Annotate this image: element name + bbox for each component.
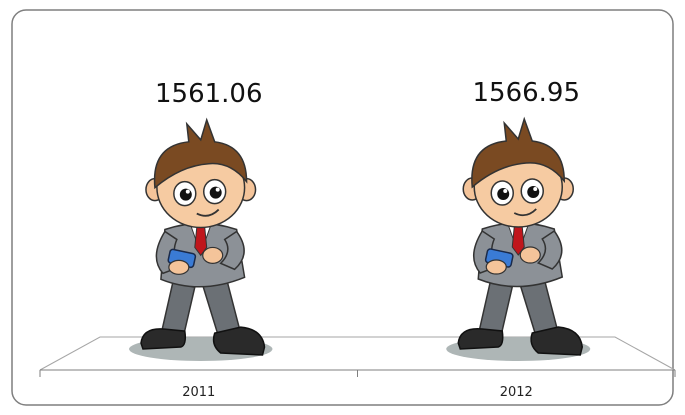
x-tick-label: 2012	[500, 385, 533, 400]
pictogram	[129, 117, 273, 361]
pupil	[179, 188, 192, 201]
hand	[519, 246, 541, 264]
pupil	[497, 188, 510, 200]
shoe	[530, 326, 584, 356]
eye-shine	[533, 187, 538, 191]
hand	[168, 259, 190, 275]
pupil	[209, 186, 222, 199]
mouth	[196, 208, 220, 217]
pupil	[527, 186, 540, 198]
pictogram	[446, 116, 591, 361]
shoe	[457, 328, 504, 350]
shoe	[140, 328, 187, 350]
hand	[485, 259, 507, 275]
hand	[202, 246, 224, 264]
hair	[153, 117, 248, 190]
hair	[471, 116, 566, 189]
value-label: 1566.95	[472, 78, 580, 108]
shoe	[212, 326, 266, 356]
eye-shine	[215, 187, 220, 192]
x-tick-label: 2011	[182, 385, 215, 400]
mouth	[513, 208, 537, 217]
value-label: 1561.06	[155, 79, 263, 109]
arm	[536, 229, 563, 270]
arm	[219, 230, 245, 271]
eye-shine	[185, 189, 190, 194]
eye-shine	[503, 189, 508, 193]
plot-area: 1561.06 2011 1566.95 2012	[39, 78, 676, 400]
